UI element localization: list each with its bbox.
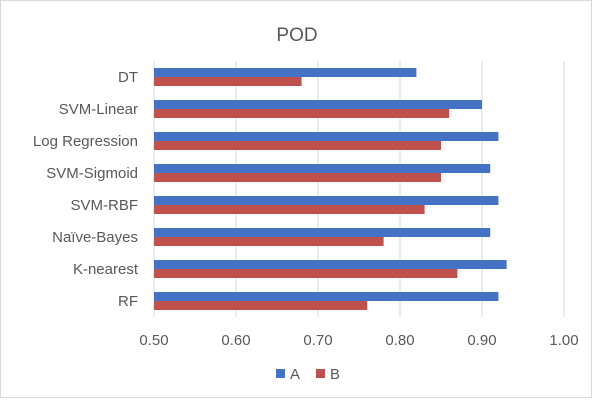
legend-swatch-a [276, 369, 285, 378]
bar-a [154, 164, 491, 173]
bar-b [154, 237, 384, 246]
bar-a [154, 260, 507, 269]
x-tick-label: 1.00 [549, 332, 578, 349]
bars [154, 68, 507, 310]
category-label: Log Regression [33, 133, 138, 150]
category-label: Naïve-Bayes [52, 229, 138, 246]
category-label: SVM-Sigmoid [46, 165, 138, 182]
bar-b [154, 173, 441, 182]
category-label: SVM-RBF [71, 197, 139, 214]
bar-a [154, 228, 491, 237]
bar-a [154, 100, 482, 109]
bar-b [154, 301, 368, 310]
gridlines [153, 61, 565, 317]
legend-label-a: A [290, 366, 300, 383]
category-label: SVM-Linear [59, 101, 138, 118]
x-tick-label: 0.60 [221, 332, 250, 349]
chart-title: POD [276, 25, 317, 46]
bar-a [154, 292, 499, 301]
x-tick-label: 0.50 [139, 332, 168, 349]
bar-b [154, 109, 450, 118]
x-tick-label: 0.90 [467, 332, 496, 349]
legend-swatch-b [316, 369, 325, 378]
bar-b [154, 205, 425, 214]
x-tick-label: 0.70 [303, 332, 332, 349]
legend-label-b: B [330, 366, 340, 383]
bar-b [154, 141, 441, 150]
bar-a [154, 132, 499, 141]
category-labels: DT SVM-Linear Log Regression SVM-Sigmoid SVM… [33, 69, 139, 310]
category-label: RF [118, 293, 138, 310]
bar-a [154, 68, 417, 77]
bar-a [154, 196, 499, 205]
category-label: K-nearest [73, 261, 139, 278]
x-tick-label: 0.80 [385, 332, 414, 349]
bar-b [154, 269, 458, 278]
x-tick-labels: 0.50 0.60 0.70 0.80 0.90 1.00 [139, 332, 578, 349]
bar-b [154, 77, 302, 86]
category-label: DT [118, 69, 138, 86]
